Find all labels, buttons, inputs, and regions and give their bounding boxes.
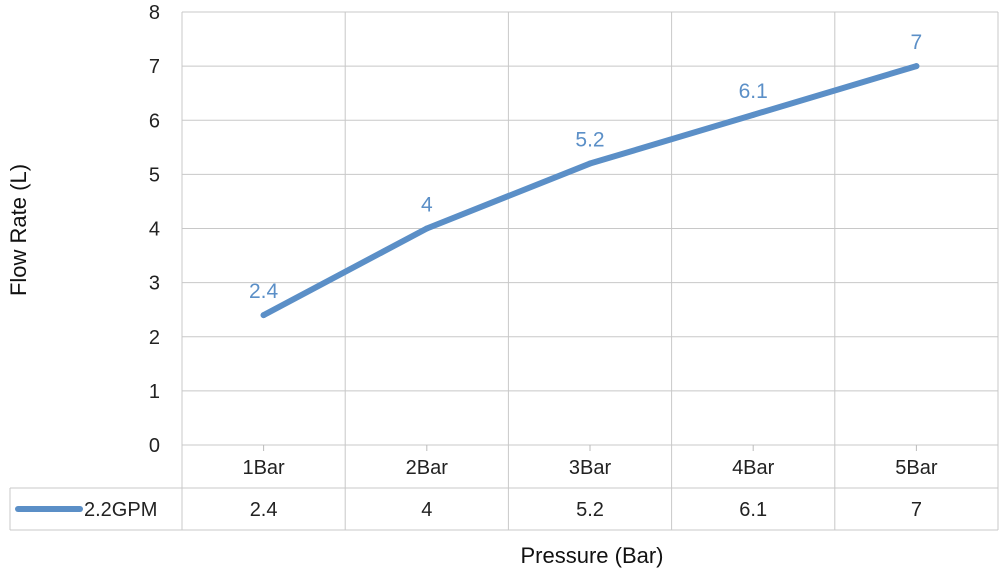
table-value-cell: 6.1 [739,499,767,521]
data-label: 2.4 [249,280,279,303]
data-labels: 2.4 4 5.2 6.1 7 [249,31,922,303]
y-axis-title: Flow Rate (L) [6,164,31,296]
x-tick-label: 5Bar [895,457,938,479]
data-point [260,312,267,319]
table-value-cell: 2.4 [250,499,278,521]
y-tick-label: 2 [149,327,160,349]
y-tick-label: 5 [149,164,160,186]
y-tick-label: 0 [149,435,160,457]
y-tick-label: 8 [149,2,160,24]
data-label: 6.1 [739,80,768,103]
y-tick-label: 1 [149,381,160,403]
data-label: 4 [421,194,433,217]
x-tick-label: 4Bar [732,457,775,479]
data-label: 5.2 [575,129,604,152]
data-table: 1Bar 2Bar 3Bar 4Bar 5Bar 2.4 4 5.2 6.1 7 2.2GPM [9,457,998,531]
table-value-cell: 5.2 [576,499,604,521]
table-value-cell: 7 [911,499,922,521]
x-tick-label: 2Bar [406,457,449,479]
legend-label: 2.2GPM [84,499,157,521]
y-tick-label: 4 [149,219,160,241]
data-point [587,160,593,167]
y-tick-label: 7 [149,56,160,78]
data-point [913,63,920,70]
series-group [260,63,920,319]
x-tick-label: 3Bar [569,457,612,479]
data-point [423,225,430,232]
data-point [750,111,757,118]
grid-lines [181,11,999,530]
table-value-cell: 4 [421,499,432,521]
y-axis-ticks: 0 1 2 3 4 5 6 7 8 [149,2,160,457]
x-axis-title: Pressure (Bar) [520,543,663,568]
series-line-2.2GPM [260,63,920,319]
y-tick-label: 6 [149,110,160,132]
y-tick-label: 3 [149,273,160,295]
data-label: 7 [911,31,923,54]
x-tick-label: 1Bar [242,457,285,479]
